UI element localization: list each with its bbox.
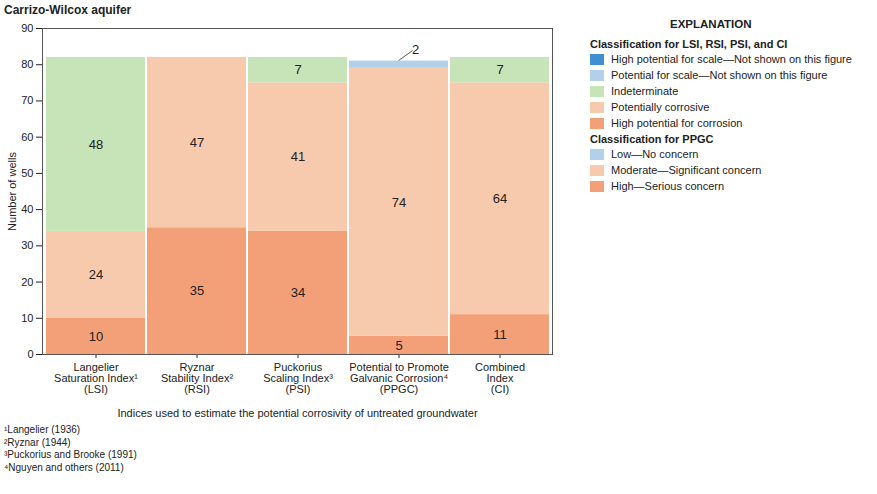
svg-text:50: 50 xyxy=(21,167,33,179)
html-text:EXPLANATION: EXPLANATION xyxy=(670,18,752,30)
html-text:High potential for scale—Not s: High potential for scale—Not shown on th… xyxy=(611,53,852,65)
svg-text:80: 80 xyxy=(21,58,33,70)
svg-text:0: 0 xyxy=(27,348,33,360)
html-text:²Ryznar (1944): ²Ryznar (1944) xyxy=(4,436,71,448)
html-text:³Puckorius and Brooke (1991): ³Puckorius and Brooke (1991) xyxy=(4,449,137,460)
html-text:Low—No concern: Low—No concern xyxy=(611,148,699,160)
svg-text:74: 74 xyxy=(392,195,406,210)
svg-text:Number of wells: Number of wells xyxy=(6,152,18,231)
svg-text:2: 2 xyxy=(412,42,419,57)
svg-text:5: 5 xyxy=(395,338,402,353)
svg-text:RyznarStability Index²(RSI): RyznarStability Index²(RSI) xyxy=(161,361,233,395)
svg-text:48: 48 xyxy=(89,137,103,152)
svg-text:64: 64 xyxy=(493,191,507,206)
svg-text:PuckoriusScaling Index³(PSI): PuckoriusScaling Index³(PSI) xyxy=(263,361,333,395)
svg-text:10: 10 xyxy=(21,312,33,324)
svg-text:7: 7 xyxy=(496,62,503,77)
svg-text:90: 90 xyxy=(21,22,33,34)
svg-text:24: 24 xyxy=(89,267,103,282)
svg-text:35: 35 xyxy=(190,283,204,298)
html-text:Carrizo-Wilcox aquifer: Carrizo-Wilcox aquifer xyxy=(4,3,132,17)
html-text:¹Langelier (1936): ¹Langelier (1936) xyxy=(4,424,81,435)
html-text:Potential for scale—Not shown: Potential for scale—Not shown on this fi… xyxy=(611,69,828,81)
html-text:Classification for PPGC: Classification for PPGC xyxy=(590,133,714,145)
svg-text:70: 70 xyxy=(21,94,33,106)
svg-text:LangelierSaturation Index¹(LSI: LangelierSaturation Index¹(LSI) xyxy=(54,361,138,395)
svg-text:60: 60 xyxy=(21,131,33,143)
svg-text:34: 34 xyxy=(291,285,305,300)
html-text:⁴Nguyen and others (2011): ⁴Nguyen and others (2011) xyxy=(4,461,124,473)
svg-text:CombinedIndex(CI): CombinedIndex(CI) xyxy=(475,361,525,395)
html-text:High potential for corrosion: High potential for corrosion xyxy=(611,117,743,129)
svg-text:40: 40 xyxy=(21,203,33,215)
svg-text:Indices used to estimate the p: Indices used to estimate the potential c… xyxy=(117,407,477,419)
svg-text:20: 20 xyxy=(21,276,33,288)
svg-text:7: 7 xyxy=(294,62,301,77)
svg-text:Potential to PromoteGalvanic C: Potential to PromoteGalvanic Corrosion⁴(… xyxy=(349,361,449,395)
svg-text:30: 30 xyxy=(21,239,33,251)
html-text:Classification for LSI, RSI, P: Classification for LSI, RSI, PSI, and CI xyxy=(590,38,788,50)
html-text:Potentially corrosive: Potentially corrosive xyxy=(611,101,710,113)
svg-text:41: 41 xyxy=(291,149,305,164)
svg-text:47: 47 xyxy=(190,135,204,150)
svg-text:10: 10 xyxy=(89,329,103,344)
html-text:High—Serious concern: High—Serious concern xyxy=(611,180,725,192)
html-text:Indeterminate: Indeterminate xyxy=(611,85,679,97)
svg-text:11: 11 xyxy=(493,327,507,342)
html-text:Moderate—Significant concern: Moderate—Significant concern xyxy=(611,164,762,176)
